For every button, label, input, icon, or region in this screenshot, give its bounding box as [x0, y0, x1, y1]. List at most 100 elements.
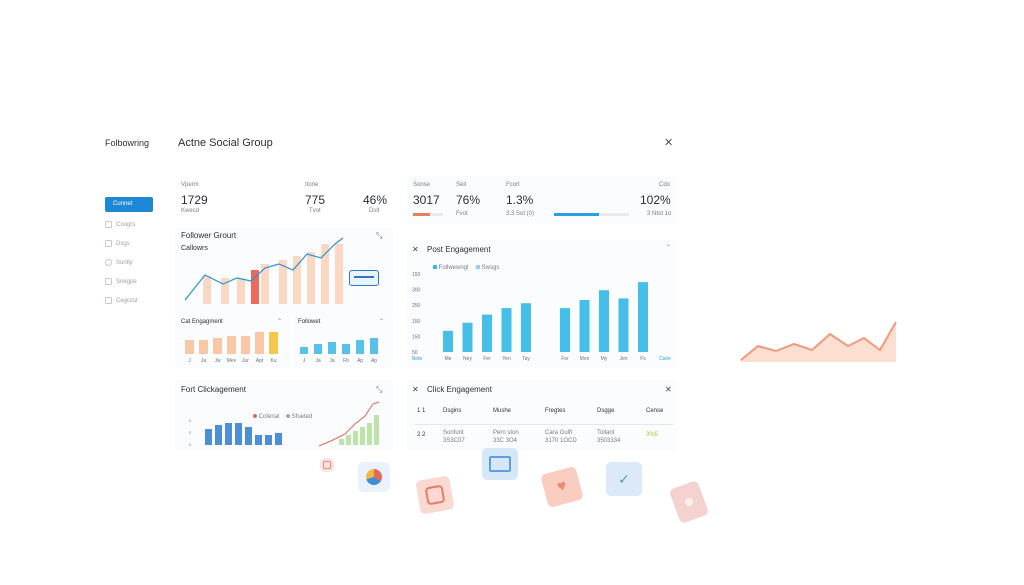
- stat-label: Seit: [456, 182, 467, 188]
- click-table-panel: ✕ Click Engagement ✕ 1 1 Dsgins Mushe Fr…: [407, 380, 677, 450]
- y-tick-label: E: [189, 430, 192, 435]
- mail-icon: [482, 448, 518, 480]
- trend-bar: [339, 439, 344, 445]
- trend-bar: [360, 427, 365, 445]
- follower-bar: [328, 342, 336, 354]
- stat-sub: Kwecd: [181, 208, 200, 214]
- close-icon[interactable]: ✕: [412, 245, 419, 254]
- click-bar: [265, 435, 272, 445]
- stat-label: Fcort: [506, 182, 520, 188]
- panel-title: Follower Grourt: [181, 231, 237, 240]
- post-bar: [599, 290, 609, 352]
- x-tick-label: Cave: [659, 356, 671, 362]
- cell: Tollant 3503334: [597, 430, 621, 444]
- legend-item: Sfueted: [286, 414, 312, 420]
- cat-bar: [255, 332, 264, 354]
- x-tick-label: Fs: [640, 356, 646, 362]
- follower-bar: [237, 278, 245, 304]
- x-tick-label: Ja: [329, 358, 335, 364]
- post-bar: [443, 330, 453, 352]
- close-icon[interactable]: ✕: [412, 385, 419, 394]
- y-tick-label: 150: [412, 319, 421, 325]
- y-tick-label: 150: [412, 272, 421, 278]
- legend-item: Follwewngl: [433, 265, 468, 271]
- circle-icon: [105, 259, 112, 266]
- sidebar-item-summary[interactable]: Suntly: [105, 259, 133, 266]
- close-icon[interactable]: ✕: [664, 137, 674, 149]
- stat-sub: Fvot: [456, 211, 468, 217]
- y-tick-label: 250: [412, 303, 421, 309]
- sidebar-item-designs[interactable]: Dsgs: [105, 240, 130, 247]
- tooltip-line: [354, 276, 374, 278]
- x-tick-label: Ney: [463, 356, 472, 362]
- post-bar: [521, 303, 531, 352]
- chevron-up-icon[interactable]: ⌃: [277, 319, 283, 325]
- trend-bar: [346, 435, 351, 445]
- trend-bar: [353, 431, 358, 445]
- header-cell: Dsgge: [597, 408, 615, 414]
- chevron-up-icon[interactable]: ⌃: [379, 319, 385, 325]
- follower-bar: [314, 344, 322, 354]
- stat-value: 1729: [181, 193, 208, 207]
- x-tick-label: Yen: [502, 356, 511, 362]
- x-tick-label: Apt: [256, 358, 264, 364]
- instagram-icon: [320, 458, 334, 472]
- header-cell: 1 1: [417, 408, 426, 414]
- post-bar: [579, 300, 590, 352]
- trend-line: [318, 401, 380, 447]
- click-bar: [275, 433, 282, 445]
- cell: Sonfunt 3S3C07: [443, 430, 465, 444]
- x-tick-label: Ja: [315, 358, 321, 364]
- chevron-up-icon[interactable]: ⌃: [666, 245, 672, 251]
- stat-label: Cdo: [659, 182, 671, 188]
- expand-icon[interactable]: ⤡: [376, 231, 383, 240]
- expand-icon[interactable]: ⤡: [376, 385, 383, 394]
- trend-bar: [374, 415, 379, 445]
- follower-growth-panel: Follower Grourt Callowrs ⤡: [175, 228, 393, 316]
- click-bar: [215, 425, 222, 445]
- post-bar: [482, 314, 492, 352]
- stat-sub: 3 Ntot 1o: [647, 211, 672, 217]
- follower-line: [184, 237, 344, 301]
- x-tick-label: Note: [412, 356, 423, 362]
- cat-bar: [241, 336, 250, 354]
- panel-title: Post Engagement: [427, 245, 491, 254]
- sidebar-item-snapshot[interactable]: Snegpe: [105, 278, 137, 285]
- x-tick-label: Me: [445, 356, 452, 362]
- sidebar-item-contacts[interactable]: Cegccst: [105, 297, 138, 304]
- x-tick-label: J: [303, 358, 306, 364]
- x-tick-label: J: [188, 358, 191, 364]
- follower-bar: [370, 338, 378, 354]
- panel-subtitle: Callowrs: [181, 245, 208, 252]
- post-bar: [638, 282, 648, 352]
- x-tick-label: Mev: [227, 358, 237, 364]
- stat-sub: Dslt: [369, 208, 380, 214]
- post-bar: [462, 322, 473, 352]
- x-tick-label: Fb: [343, 358, 349, 364]
- y-tick-label: E: [189, 442, 192, 447]
- stat-label: Itone: [305, 182, 319, 188]
- x-tick-label: Jur: [242, 358, 249, 364]
- stat-label: Sonse: [413, 182, 431, 188]
- follower-bar: [342, 344, 350, 354]
- sidebar-item-groups[interactable]: Cougrs: [105, 221, 135, 228]
- pie-chart-icon: [358, 462, 390, 492]
- stat-label: Vperm: [181, 182, 199, 188]
- sidebar-item-current[interactable]: Cunnet: [105, 197, 153, 212]
- follower-bar: [307, 252, 315, 304]
- cat-engagement-panel: Cat Engagment ⌃ J Ja Jw Mev Jur Apt Ku: [175, 316, 290, 368]
- cat-bar: [269, 332, 278, 354]
- x-tick-label: Fer: [561, 356, 569, 362]
- x-tick-label: Mon: [580, 356, 590, 362]
- post-bar: [560, 308, 570, 352]
- stat-value: 102%: [640, 193, 671, 207]
- panel-title: Cat Engagment: [181, 319, 223, 325]
- close-icon[interactable]: ✕: [665, 385, 672, 394]
- follower-bar: [356, 340, 364, 354]
- message-icon: ✓: [606, 462, 642, 496]
- follower-small-panel: Followet ⌃ J Ja Ja Fb Ap Ap: [294, 316, 393, 368]
- cat-engagement-chart: J Ja Jw Mev Jur Apt Ku: [185, 332, 278, 364]
- follower-bar: [203, 276, 211, 304]
- y-tick-label: 50: [412, 350, 418, 356]
- stat-sub: Tvot: [309, 208, 321, 214]
